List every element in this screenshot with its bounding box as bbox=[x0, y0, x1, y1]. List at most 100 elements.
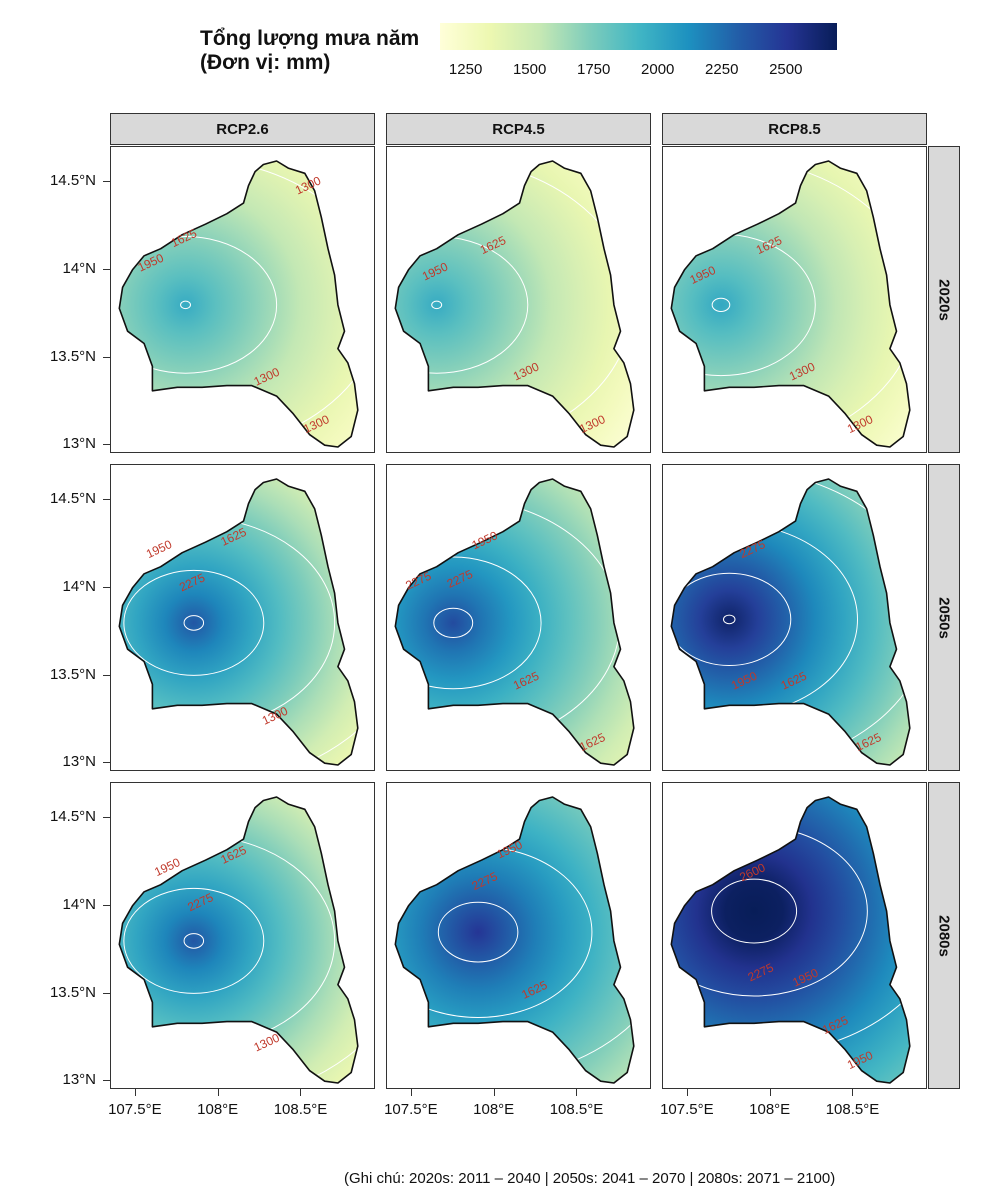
y-tick-label: 14.5°N bbox=[49, 490, 96, 508]
basin-outline bbox=[394, 160, 635, 448]
contour-line bbox=[183, 933, 205, 949]
y-tick-label: 13.5°N bbox=[49, 347, 96, 365]
legend-colorbar bbox=[440, 23, 837, 50]
basin-outline bbox=[118, 478, 359, 766]
column-header: RCP2.6 bbox=[110, 113, 375, 145]
contour-line bbox=[395, 556, 542, 690]
y-tick-label: 14.5°N bbox=[49, 172, 96, 190]
x-tick-mark bbox=[410, 1089, 412, 1096]
y-tick-label: 14°N bbox=[62, 259, 96, 277]
rainfall-field bbox=[119, 161, 358, 447]
row-label: 2050s bbox=[935, 596, 953, 639]
rainfall-field bbox=[671, 797, 910, 1083]
y-tick-mark bbox=[103, 674, 110, 676]
column-header: RCP4.5 bbox=[386, 113, 651, 145]
basin-outline bbox=[118, 796, 359, 1084]
basin-outline bbox=[118, 160, 359, 448]
contour-line bbox=[711, 878, 798, 944]
contour-line bbox=[437, 901, 519, 963]
contour-line bbox=[671, 572, 792, 667]
x-tick-label: 107.5°E bbox=[108, 1101, 162, 1118]
basin-outline bbox=[670, 160, 911, 448]
x-tick-label: 108.5°E bbox=[825, 1101, 880, 1118]
rainfall-field bbox=[671, 479, 910, 765]
x-tick-label: 108°E bbox=[473, 1101, 515, 1118]
legend-tick-label: 1750 bbox=[576, 61, 611, 78]
x-tick-label: 107.5°E bbox=[660, 1101, 714, 1118]
y-tick-mark bbox=[103, 499, 110, 501]
y-tick-mark bbox=[103, 1080, 110, 1082]
basin-outline bbox=[670, 478, 911, 766]
y-tick-mark bbox=[103, 992, 110, 994]
rainfall-field bbox=[395, 161, 634, 447]
contour-line bbox=[183, 615, 205, 631]
map-panel: 1300 1625 1950 1300 1300 bbox=[110, 146, 375, 453]
contour-line bbox=[433, 607, 474, 638]
contour-line bbox=[722, 614, 736, 625]
y-tick-label: 14°N bbox=[62, 577, 96, 595]
y-tick-mark bbox=[103, 904, 110, 906]
map-panel: 2275 1950 1625 1625 bbox=[662, 464, 927, 771]
map-panel: 2600 2275 1950 1625 1950 bbox=[662, 782, 927, 1089]
x-tick-mark bbox=[493, 1089, 495, 1096]
y-tick-mark bbox=[103, 268, 110, 270]
y-tick-mark bbox=[103, 181, 110, 183]
legend-tick-label: 1500 bbox=[512, 61, 547, 78]
x-tick-label: 108.5°E bbox=[273, 1101, 328, 1118]
row-strip: 2080s bbox=[928, 782, 960, 1089]
y-tick-label: 13.5°N bbox=[49, 983, 96, 1001]
contour-line bbox=[431, 300, 443, 310]
legend-tick-label: 2000 bbox=[641, 61, 675, 78]
rainfall-field bbox=[119, 797, 358, 1083]
row-label: 2080s bbox=[935, 914, 953, 957]
x-tick-mark bbox=[576, 1089, 578, 1096]
rainfall-field bbox=[395, 479, 634, 765]
map-panel: 1950 1625 2275 1300 bbox=[110, 464, 375, 771]
map-panel: 1950 2275 1625 bbox=[386, 782, 651, 1089]
column-header: RCP8.5 bbox=[662, 113, 927, 145]
rainfall-field bbox=[395, 797, 634, 1083]
map-panel: 1950 1625 2275 1300 bbox=[110, 782, 375, 1089]
contour-label: 1950 bbox=[144, 537, 174, 561]
map-panel: 1625 1950 1300 1300 bbox=[662, 146, 927, 453]
x-tick-mark bbox=[217, 1089, 219, 1096]
y-tick-label: 13°N bbox=[62, 435, 96, 453]
map-panel: 1950 2275 2275 1625 1625 bbox=[386, 464, 651, 771]
row-label: 2020s bbox=[935, 278, 953, 321]
x-tick-mark bbox=[769, 1089, 771, 1096]
x-tick-mark bbox=[300, 1089, 302, 1096]
contour-line bbox=[711, 297, 731, 312]
contour-line bbox=[123, 569, 265, 676]
rainfall-field bbox=[119, 479, 358, 765]
row-strip: 2050s bbox=[928, 464, 960, 771]
x-tick-mark bbox=[686, 1089, 688, 1096]
x-tick-mark bbox=[852, 1089, 854, 1096]
map-panel: 1625 1950 1300 1300 bbox=[386, 146, 651, 453]
footnote: (Ghi chú: 2020s: 2011 – 2040 | 2050s: 20… bbox=[344, 1170, 836, 1187]
legend-tick-label: 2500 bbox=[769, 61, 803, 78]
y-tick-mark bbox=[103, 356, 110, 358]
rainfall-field bbox=[671, 161, 910, 447]
legend-tick-label: 2250 bbox=[705, 61, 739, 78]
row-strip: 2020s bbox=[928, 146, 960, 453]
y-tick-label: 14°N bbox=[62, 895, 96, 913]
x-tick-label: 108°E bbox=[197, 1101, 239, 1118]
basin-outline bbox=[394, 796, 635, 1084]
legend-title: Tổng lượng mưa năm (Đơn vị: mm) bbox=[200, 27, 420, 74]
y-tick-mark bbox=[103, 444, 110, 446]
y-tick-label: 13.5°N bbox=[49, 665, 96, 683]
y-tick-mark bbox=[103, 762, 110, 764]
legend-tick-label: 1250 bbox=[448, 61, 483, 78]
y-tick-label: 13°N bbox=[62, 753, 96, 771]
x-tick-mark bbox=[134, 1089, 136, 1096]
x-tick-label: 108°E bbox=[749, 1101, 791, 1118]
contour-line bbox=[123, 887, 265, 994]
